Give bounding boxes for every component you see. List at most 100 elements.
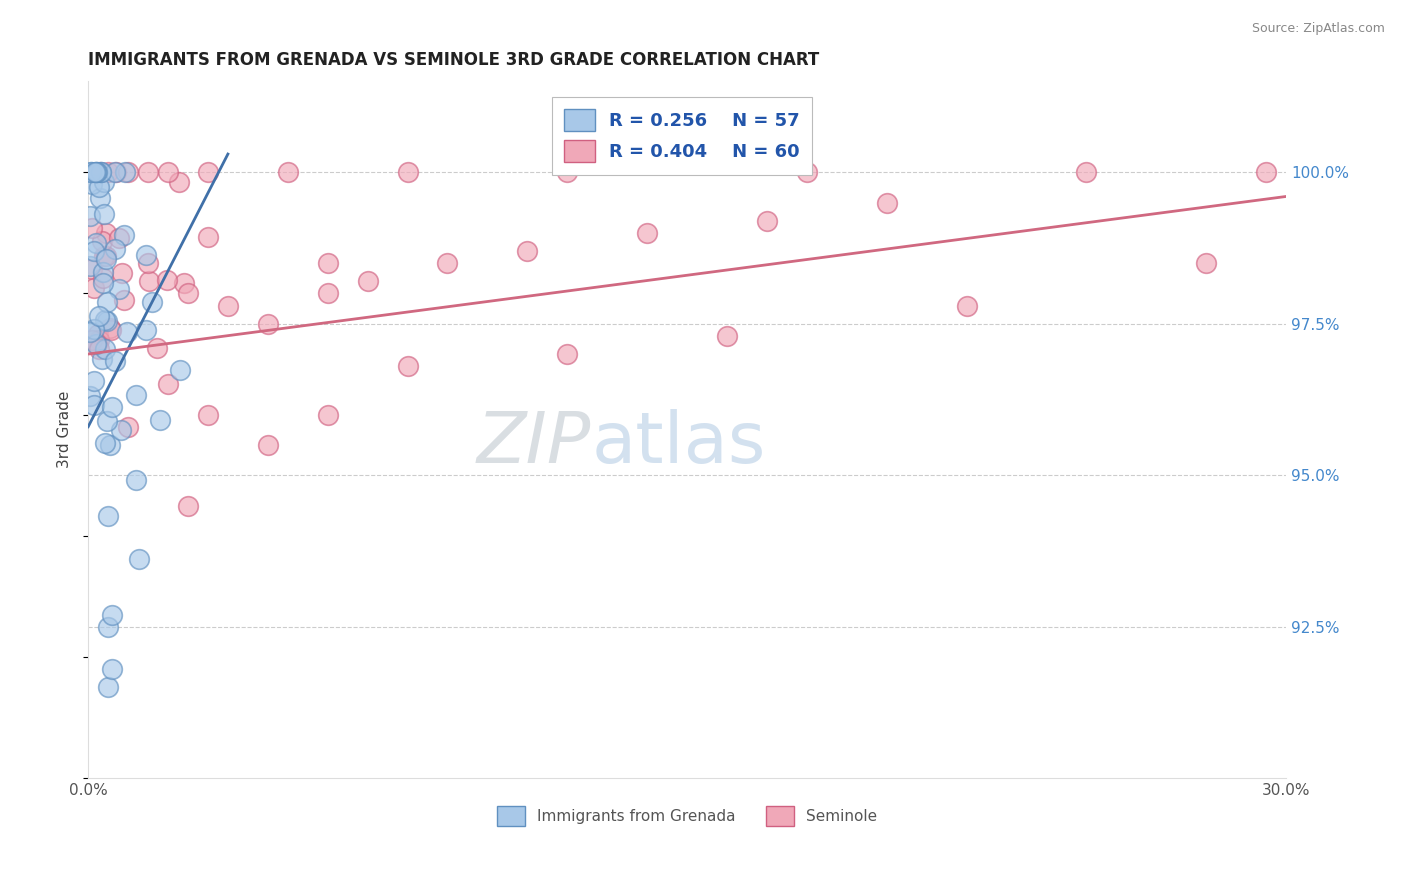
Point <box>177 499 200 513</box>
Point <box>83 281 105 295</box>
Point <box>112 293 135 307</box>
Point <box>83 321 105 335</box>
Point <box>82 262 104 277</box>
Point <box>1076 165 1098 179</box>
Point <box>256 317 278 331</box>
Point <box>83 244 105 259</box>
Point <box>716 329 738 343</box>
Point <box>125 473 148 487</box>
Point <box>94 312 117 326</box>
Point <box>108 282 131 296</box>
Point <box>138 274 160 288</box>
Point <box>636 226 658 240</box>
Point <box>111 266 134 280</box>
Point <box>876 195 898 210</box>
Point <box>97 508 120 523</box>
Point <box>555 347 578 361</box>
Point <box>91 265 114 279</box>
Y-axis label: 3rd Grade: 3rd Grade <box>58 391 72 468</box>
Point <box>177 286 200 301</box>
Text: ZIP: ZIP <box>477 409 592 478</box>
Point <box>83 374 105 388</box>
Point <box>197 165 219 179</box>
Point <box>105 165 128 179</box>
Point <box>115 326 138 340</box>
Point <box>91 270 114 285</box>
Point <box>89 333 111 347</box>
Point <box>169 362 191 376</box>
Point <box>97 620 120 634</box>
Point <box>104 353 127 368</box>
Point <box>555 165 578 179</box>
Point <box>94 226 117 240</box>
Text: IMMIGRANTS FROM GRENADA VS SEMINOLE 3RD GRADE CORRELATION CHART: IMMIGRANTS FROM GRENADA VS SEMINOLE 3RD … <box>89 51 820 69</box>
Point <box>149 413 172 427</box>
Point <box>277 165 299 179</box>
Point <box>173 276 195 290</box>
Point <box>84 165 107 179</box>
Point <box>141 295 163 310</box>
Point <box>87 342 110 356</box>
Point <box>94 249 117 263</box>
Point <box>436 256 458 270</box>
Point <box>79 389 101 403</box>
Point <box>1195 256 1218 270</box>
Point <box>156 273 179 287</box>
Point <box>145 342 167 356</box>
Point <box>89 191 111 205</box>
Point <box>79 210 101 224</box>
Point <box>96 414 118 428</box>
Point <box>79 325 101 339</box>
Point <box>86 327 108 342</box>
Point <box>197 230 219 244</box>
Point <box>94 342 117 356</box>
Point <box>100 400 122 414</box>
Point <box>396 359 419 373</box>
Point <box>83 398 105 412</box>
Point <box>114 165 136 179</box>
Point <box>156 165 179 179</box>
Point <box>955 299 977 313</box>
Point <box>396 165 419 179</box>
Point <box>316 408 339 422</box>
Point <box>89 165 111 179</box>
Point <box>96 314 118 328</box>
Point <box>90 234 112 248</box>
Point <box>125 388 148 402</box>
Text: atlas: atlas <box>592 409 766 478</box>
Point <box>93 206 115 220</box>
Point <box>135 248 157 262</box>
Point <box>104 165 127 179</box>
Point <box>197 408 219 422</box>
Point <box>84 165 107 179</box>
Point <box>217 299 239 313</box>
Point <box>84 337 107 351</box>
Point <box>91 277 114 291</box>
Point <box>156 377 179 392</box>
Point <box>82 333 104 347</box>
Point <box>91 352 114 367</box>
Point <box>90 165 112 179</box>
Point <box>316 256 339 270</box>
Point <box>84 235 107 250</box>
Point <box>89 180 111 194</box>
Point <box>98 437 121 451</box>
Point <box>135 323 157 337</box>
Point <box>97 681 120 695</box>
Point <box>316 286 339 301</box>
Point <box>80 178 103 192</box>
Point <box>104 242 127 256</box>
Point <box>96 295 118 310</box>
Point <box>80 165 103 179</box>
Point <box>1254 165 1277 179</box>
Point <box>101 662 124 676</box>
Point <box>87 309 110 323</box>
Point <box>86 336 108 351</box>
Point <box>94 252 117 266</box>
Point <box>84 165 107 179</box>
Point <box>101 607 124 622</box>
Point <box>94 436 117 450</box>
Point <box>86 165 108 179</box>
Point <box>117 165 139 179</box>
Point <box>112 228 135 243</box>
